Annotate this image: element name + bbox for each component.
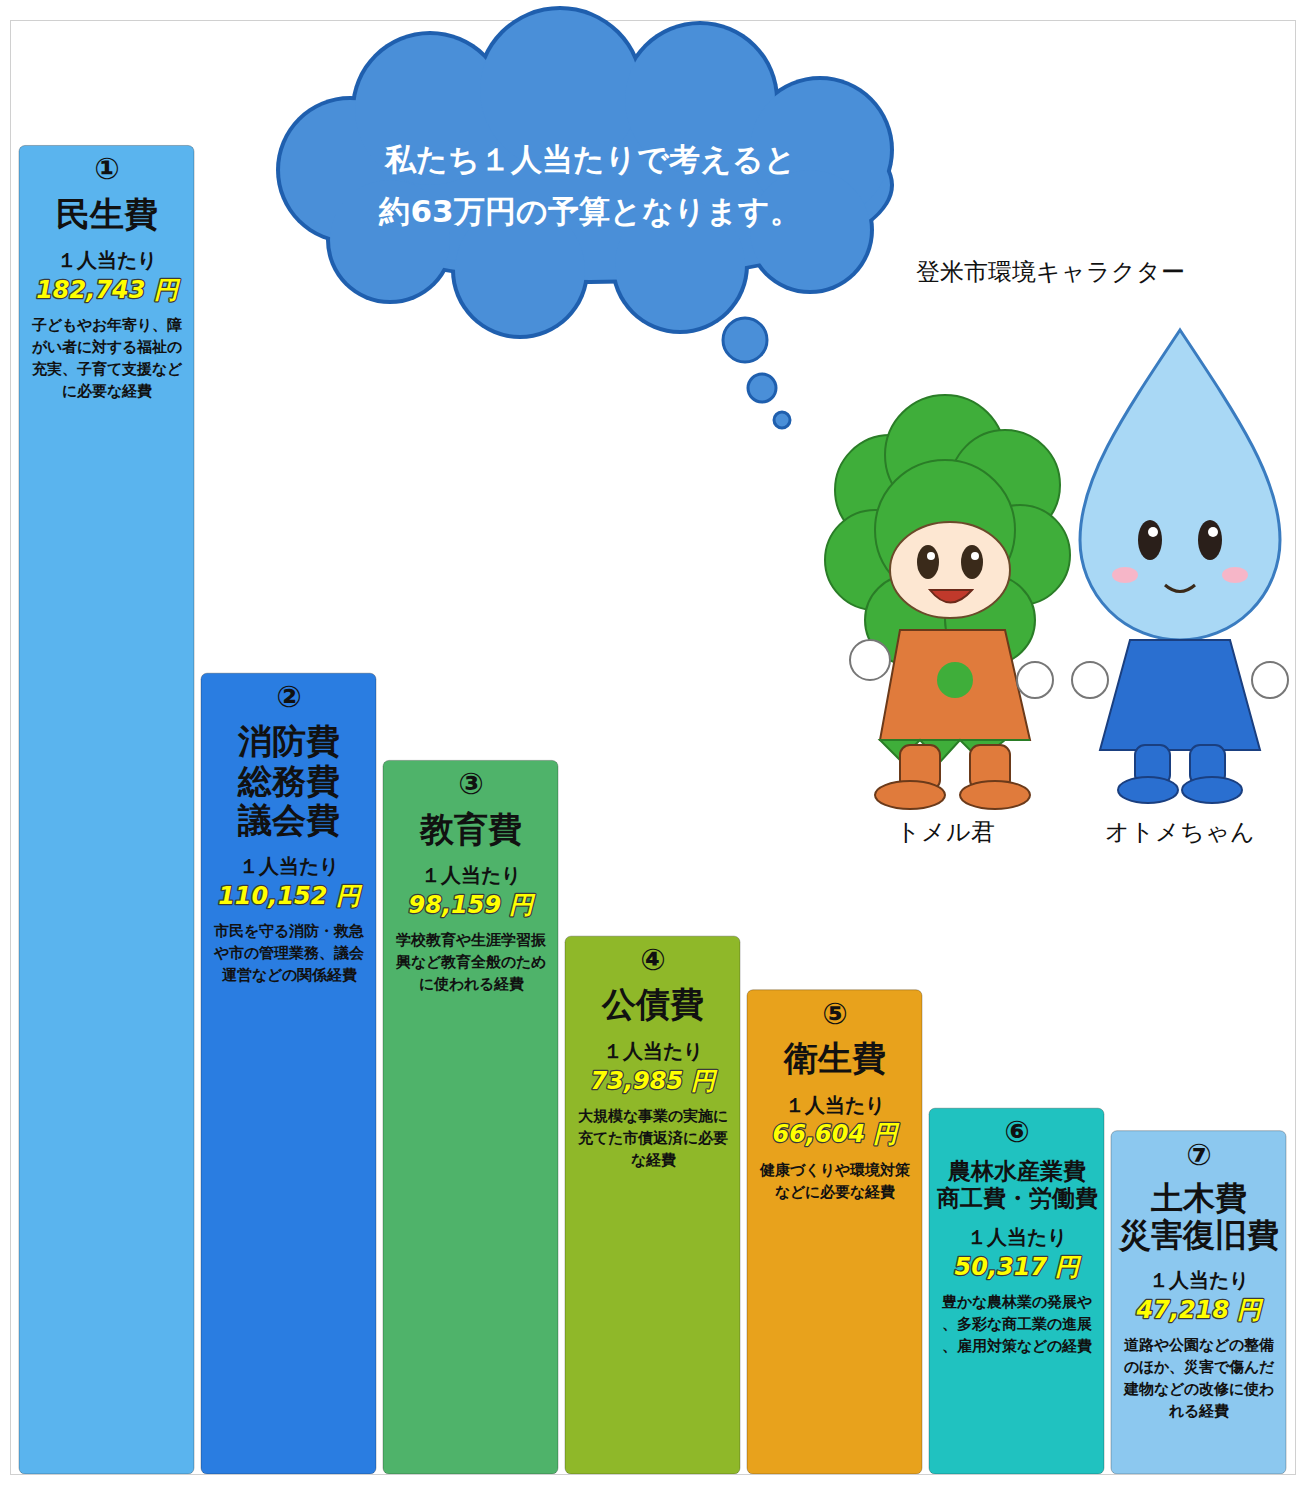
svg-text:１人当たり: １人当たり bbox=[57, 248, 157, 272]
svg-text:⑥: ⑥ bbox=[1004, 1114, 1029, 1149]
svg-text:農林水産業費商工費・労働費: 農林水産業費商工費・労働費 bbox=[936, 1158, 1098, 1210]
svg-text:大規模な事業の実施に充てた市債返済に必要な経費: 大規模な事業の実施に充てた市債返済に必要な経費 bbox=[577, 1107, 728, 1169]
svg-text:民生費: 民生費 bbox=[56, 194, 158, 234]
svg-text:衛生費: 衛生費 bbox=[783, 1038, 886, 1078]
svg-text:②: ② bbox=[276, 679, 301, 714]
svg-text:⑦: ⑦ bbox=[1186, 1137, 1211, 1172]
svg-text:①: ① bbox=[94, 151, 119, 186]
svg-text:66,604 円: 66,604 円 bbox=[773, 1120, 901, 1148]
svg-text:オトメちゃん: オトメちゃん bbox=[1105, 818, 1255, 846]
svg-text:③: ③ bbox=[458, 766, 483, 801]
svg-text:１人当たり: １人当たり bbox=[239, 854, 339, 878]
svg-text:登米市環境キャラクター: 登米市環境キャラクター bbox=[916, 258, 1185, 286]
svg-text:トメル君: トメル君 bbox=[896, 818, 995, 846]
svg-text:１人当たり: １人当たり bbox=[421, 863, 521, 887]
svg-text:182,743 円: 182,743 円 bbox=[36, 276, 181, 304]
svg-text:110,152 円: 110,152 円 bbox=[218, 882, 363, 910]
svg-text:１人当たり: １人当たり bbox=[967, 1225, 1067, 1249]
svg-text:98,159 円: 98,159 円 bbox=[409, 891, 537, 919]
svg-text:消防費総務費議会費: 消防費総務費議会費 bbox=[237, 721, 340, 839]
svg-text:土木費災害復旧費: 土木費災害復旧費 bbox=[1118, 1179, 1279, 1254]
svg-text:１人当たり: １人当たり bbox=[1149, 1268, 1249, 1292]
svg-text:50,317 円: 50,317 円 bbox=[955, 1253, 1083, 1281]
svg-text:④: ④ bbox=[640, 942, 665, 977]
svg-text:健康づくりや環境対策などに必要な経費: 健康づくりや環境対策などに必要な経費 bbox=[759, 1161, 911, 1201]
svg-text:教育費: 教育費 bbox=[419, 809, 522, 849]
svg-text:１人当たり: １人当たり bbox=[785, 1093, 885, 1117]
svg-text:⑤: ⑤ bbox=[822, 996, 847, 1031]
svg-text:私たち１人当たりで考えると: 私たち１人当たりで考えると bbox=[384, 141, 796, 177]
svg-text:１人当たり: １人当たり bbox=[603, 1039, 703, 1063]
svg-text:市民を守る消防・救急や市の管理業務、議会運営などの関係経費: 市民を守る消防・救急や市の管理業務、議会運営などの関係経費 bbox=[213, 922, 365, 984]
svg-text:73,985 円: 73,985 円 bbox=[591, 1067, 719, 1095]
svg-text:公債費: 公債費 bbox=[601, 984, 704, 1024]
svg-text:子どもやお年寄り、障がい者に対する福祉の充実、子育て支援など: 子どもやお年寄り、障がい者に対する福祉の充実、子育て支援などに必要な経費 bbox=[31, 317, 183, 400]
svg-text:47,218 円: 47,218 円 bbox=[1136, 1296, 1265, 1324]
svg-text:豊かな農林業の発展や、多彩な商工業の進展、雇用対策などの経費: 豊かな農林業の発展や、多彩な商工業の進展、雇用対策などの経費 bbox=[941, 1293, 1092, 1355]
svg-text:約63万円の予算となります。: 約63万円の予算となります。 bbox=[378, 193, 800, 229]
svg-text:道路や公園などの整備のほか、災害で傷んだ建物などの改修に使わ: 道路や公園などの整備のほか、災害で傷んだ建物などの改修に使われる経費 bbox=[1123, 1336, 1275, 1419]
svg-text:学校教育や生涯学習振興など教育全般のために使われる経費: 学校教育や生涯学習振興など教育全般のために使われる経費 bbox=[395, 931, 547, 993]
